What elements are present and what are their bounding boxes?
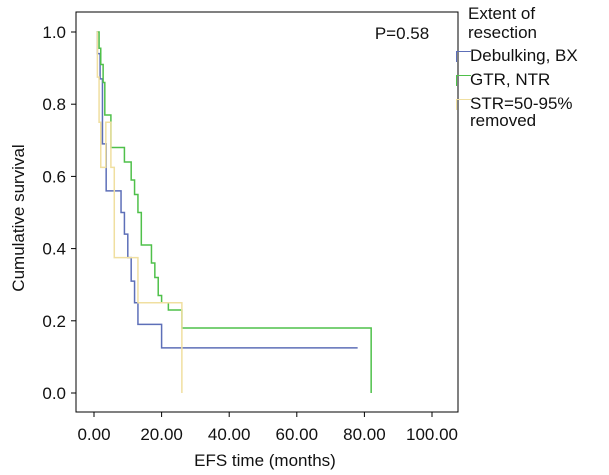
legend-label: STR=50-95% removed: [470, 94, 573, 130]
series-layer: [96, 31, 372, 393]
y-tick-label: 0.4: [42, 240, 66, 259]
y-axis-label: Cumulative survival: [9, 144, 28, 291]
p-value-annotation: P=0.58: [375, 24, 429, 43]
y-axis: 0.0 0.2 0.4 0.6 0.8 1.0: [42, 23, 76, 403]
y-tick-label: 1.0: [42, 23, 66, 42]
plot-frame: [75, 11, 459, 413]
series-line-2: [96, 31, 372, 393]
legend-swatch: [456, 51, 471, 62]
x-tick-label: 100.00: [406, 425, 458, 444]
x-tick-label: 20.00: [140, 425, 183, 444]
x-tick-label: 60.00: [276, 425, 319, 444]
legend-label: GTR, NTR: [470, 70, 551, 89]
x-tick-label: 0.00: [77, 425, 110, 444]
series-line-1: [96, 31, 358, 349]
x-axis: 0.00 20.00 40.00 60.00 80.00 100.00: [77, 412, 458, 444]
x-axis-label: EFS time (months): [194, 451, 336, 470]
y-tick-label: 0.6: [42, 167, 66, 186]
legend-title: Extent of resection: [468, 4, 537, 42]
x-tick-label: 80.00: [343, 425, 386, 444]
x-tick-label: 40.00: [208, 425, 251, 444]
legend-swatch: [456, 75, 471, 86]
legend-swatch: [456, 99, 471, 110]
y-tick-label: 0.8: [42, 95, 66, 114]
legend-label: Debulking, BX: [470, 46, 578, 65]
y-tick-label: 0.0: [42, 384, 66, 403]
y-tick-label: 0.2: [42, 312, 66, 331]
series-line-3: [96, 31, 183, 393]
